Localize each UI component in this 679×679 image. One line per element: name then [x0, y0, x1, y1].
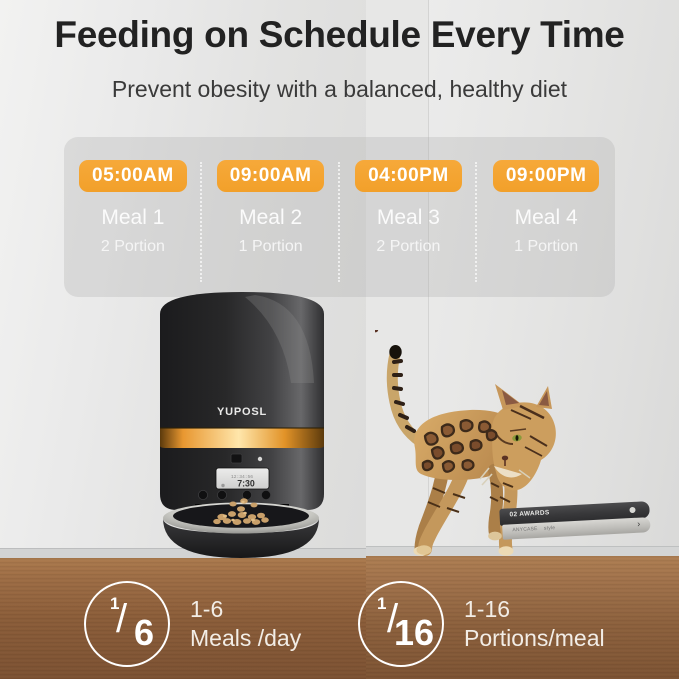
svg-text:7:30: 7:30	[237, 479, 255, 489]
svg-text:YUPOSL: YUPOSL	[217, 406, 267, 418]
